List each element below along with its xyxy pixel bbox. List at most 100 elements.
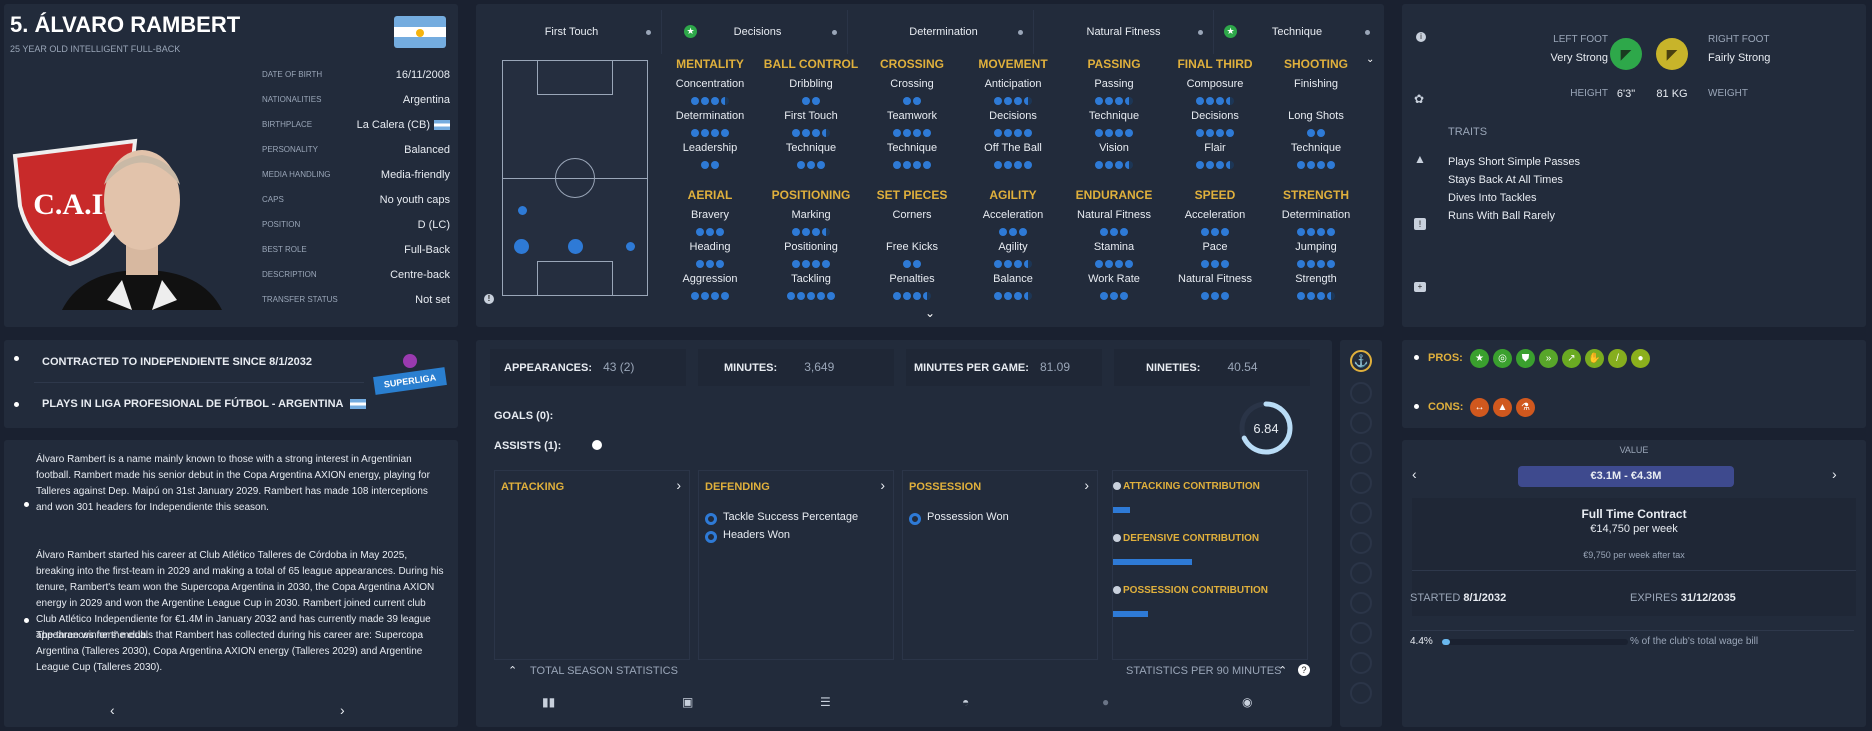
league-logo[interactable]: SUPERLIGA (373, 354, 447, 414)
attribute-name[interactable]: Passing (1094, 78, 1134, 90)
attribute-name[interactable]: Natural Fitness (1077, 209, 1151, 221)
info-icon[interactable]: ! (484, 294, 494, 304)
con-cone-icon[interactable]: ▲ (1493, 398, 1512, 417)
strip-icon[interactable] (1350, 562, 1372, 584)
chevron-down-icon[interactable]: ⌄ (1366, 54, 1375, 65)
defending-section[interactable]: DEFENDING › Tackle Success Percentage He… (698, 470, 894, 660)
previous-arrow-icon[interactable]: ‹ (110, 702, 115, 718)
attribute-name[interactable]: Decisions (989, 110, 1037, 122)
circle-icon[interactable]: ● (1102, 695, 1110, 709)
attribute-name[interactable]: Anticipation (984, 78, 1042, 90)
strip-icon[interactable] (1350, 382, 1372, 404)
attribute-name[interactable]: Marking (791, 209, 831, 221)
attribute-name[interactable]: Strength (1295, 273, 1337, 285)
tab-decisions[interactable]: ★ Decisions (668, 10, 848, 54)
attribute-name[interactable]: Off The Ball (984, 142, 1042, 154)
attribute-name[interactable]: Finishing (1293, 78, 1339, 90)
attribute-name[interactable]: Natural Fitness (1178, 273, 1252, 285)
next-arrow-icon[interactable]: › (340, 702, 345, 718)
attacking-section[interactable]: ATTACKING › (494, 470, 690, 660)
bar-chart-icon[interactable]: ▮▮ (542, 695, 556, 709)
strip-icon[interactable] (1350, 412, 1372, 434)
possession-section[interactable]: POSSESSION › Possession Won (902, 470, 1098, 660)
previous-arrow-icon[interactable]: ‹ (1412, 466, 1417, 482)
strip-icon[interactable] (1350, 532, 1372, 554)
contract-line[interactable]: CONTRACTED TO INDEPENDIENTE SINCE 8/1/20… (42, 356, 312, 368)
attribute-name[interactable]: Teamwork (886, 110, 938, 122)
strip-icon[interactable] (1350, 442, 1372, 464)
pro-star-icon[interactable]: ★ (1470, 349, 1489, 368)
strip-icon[interactable] (1350, 472, 1372, 494)
attribute-name[interactable]: Corners (892, 209, 932, 221)
list-icon[interactable]: ☰ (820, 695, 831, 709)
attribute-name[interactable]: Stamina (1093, 241, 1135, 253)
attribute-name[interactable]: Pace (1202, 241, 1228, 253)
attribute-name[interactable]: Technique (1290, 142, 1342, 154)
attribute-name[interactable]: Decisions (1191, 110, 1239, 122)
attribute-name[interactable]: Penalties (889, 273, 935, 285)
con-flask-icon[interactable]: ⚗ (1516, 398, 1535, 417)
strip-icon[interactable] (1350, 682, 1372, 704)
attribute-name[interactable]: Work Rate (1088, 273, 1140, 285)
chevron-right-icon[interactable]: › (1084, 477, 1089, 493)
strip-icon[interactable] (1350, 592, 1372, 614)
tab-determination[interactable]: Determination (854, 10, 1034, 54)
pro-trend-icon[interactable]: ↗ (1562, 349, 1581, 368)
collapse-chevron-icon[interactable]: ⌃ (1278, 665, 1288, 677)
strip-icon[interactable] (1350, 502, 1372, 524)
helmet-icon[interactable]: ◓ (962, 695, 970, 709)
anchor-icon[interactable]: ⚓ (1350, 350, 1372, 372)
pro-boots-icon[interactable]: » (1539, 349, 1558, 368)
attribute-name[interactable]: Tackling (791, 273, 831, 285)
pro-ball-icon[interactable]: ● (1631, 349, 1650, 368)
attribute-name[interactable]: Flair (1204, 142, 1226, 154)
strip-icon[interactable] (1350, 652, 1372, 674)
attribute-name[interactable]: Positioning (784, 241, 838, 253)
attribute-name[interactable]: Free Kicks (886, 241, 938, 253)
info-value[interactable]: Full-Back (404, 243, 450, 256)
attribute-name[interactable]: Technique (886, 142, 938, 154)
per90-toggle[interactable]: STATISTICS PER 90 MINUTES (1126, 665, 1282, 677)
con-arrows-icon[interactable]: ↔ (1470, 398, 1489, 417)
attribute-name[interactable]: Long Shots (1288, 110, 1344, 122)
pro-bone-icon[interactable]: / (1608, 349, 1627, 368)
attribute-name[interactable]: Crossing (890, 78, 934, 90)
tab-technique[interactable]: ★ Technique (1214, 10, 1380, 54)
attribute-name[interactable]: Balance (993, 273, 1033, 285)
collapse-chevron-icon[interactable]: ⌃ (508, 665, 518, 677)
info-value[interactable]: Argentina (402, 93, 450, 106)
attribute-name[interactable]: Heading (689, 241, 731, 253)
attribute-name[interactable]: Bravery (691, 209, 729, 221)
attribute-name[interactable]: Determination (675, 110, 745, 122)
compass-icon[interactable]: ◉ (1242, 695, 1253, 709)
pro-hand-icon[interactable]: ✋ (1585, 349, 1604, 368)
attribute-name[interactable]: Composure (1186, 78, 1244, 90)
tab-natural-fitness[interactable]: Natural Fitness (1034, 10, 1214, 54)
attribute-name[interactable]: Technique (785, 142, 837, 154)
next-arrow-icon[interactable]: › (1832, 466, 1837, 482)
attribute-name[interactable]: Aggression (682, 273, 738, 285)
league-line[interactable]: PLAYS IN LIGA PROFESIONAL DE FÚTBOL - AR… (42, 398, 344, 410)
strip-icon[interactable] (1350, 622, 1372, 644)
attribute-name[interactable]: Dribbling (789, 78, 833, 90)
info-value[interactable]: Not set (415, 293, 450, 306)
attribute-name[interactable]: Acceleration (982, 209, 1044, 221)
attribute-name[interactable]: Jumping (1295, 241, 1337, 253)
chevron-right-icon[interactable]: › (676, 477, 681, 493)
document-icon[interactable]: ▣ (682, 695, 694, 709)
attribute-name[interactable]: Determination (1281, 209, 1351, 221)
attribute-name[interactable]: Acceleration (1184, 209, 1246, 221)
attribute-name[interactable]: First Touch (784, 110, 838, 122)
info-value[interactable]: La Calera (CB) (356, 118, 430, 131)
tab-first-touch[interactable]: First Touch (482, 10, 662, 54)
help-icon[interactable]: ? (1298, 664, 1310, 676)
position-pitch[interactable] (502, 60, 648, 296)
attribute-name[interactable]: Leadership (682, 142, 738, 154)
attribute-name[interactable]: Vision (1099, 142, 1129, 154)
total-season-toggle[interactable]: TOTAL SEASON STATISTICS (530, 665, 678, 677)
chevron-right-icon[interactable]: › (880, 477, 885, 493)
expand-chevron-icon[interactable]: ⌄ (925, 306, 936, 320)
attribute-name[interactable]: Concentration (675, 78, 745, 90)
attribute-name[interactable]: Technique (1088, 110, 1140, 122)
attribute-name[interactable]: Agility (998, 241, 1028, 253)
